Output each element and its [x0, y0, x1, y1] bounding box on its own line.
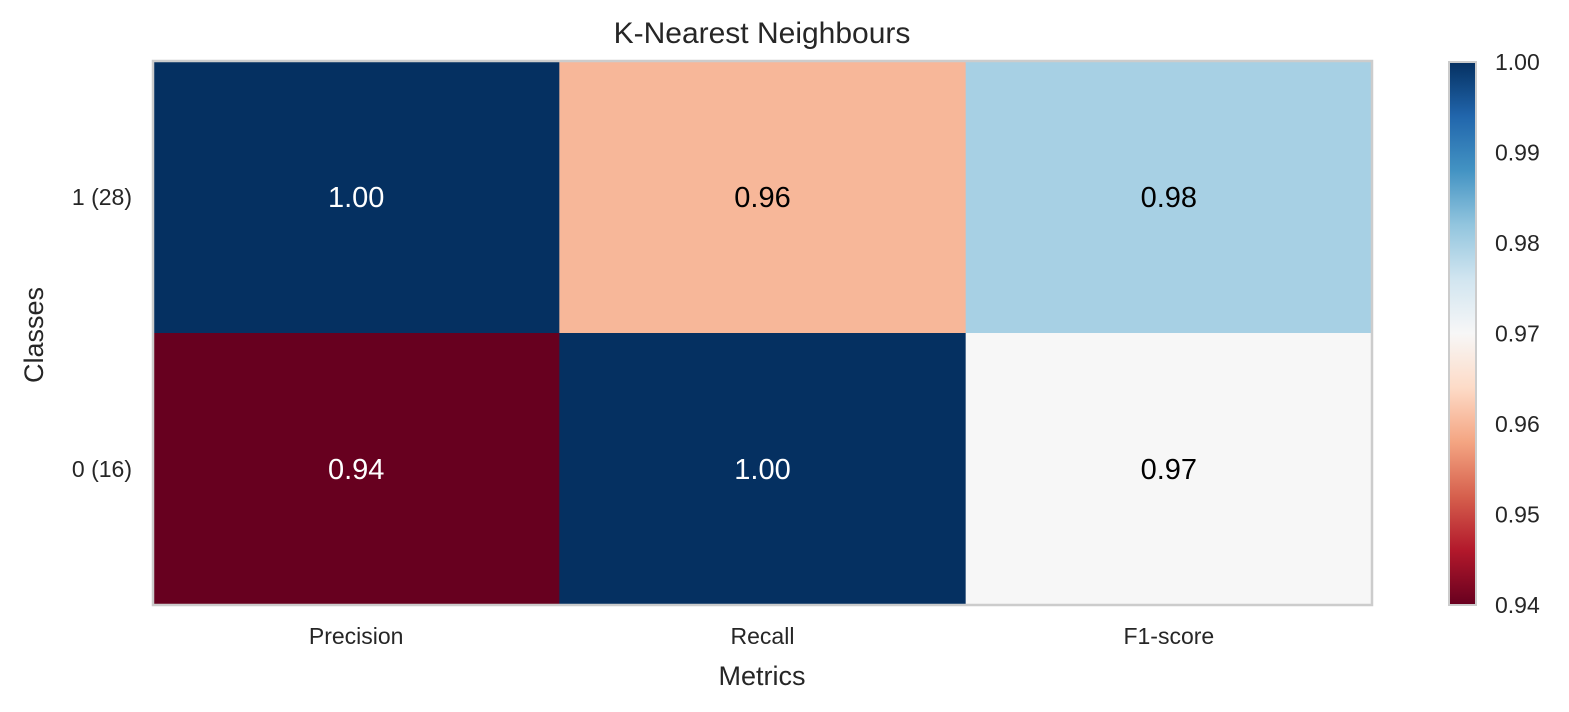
- heatmap-cells: [153, 61, 1373, 606]
- colorbar-tick-labels: 0.94 0.95 0.96 0.97 0.98 0.99 1.00: [1495, 49, 1540, 618]
- cell-value-label: 1.00: [328, 182, 384, 214]
- colorbar-tick-label: 1.00: [1495, 49, 1540, 75]
- plot-frame: [151, 59, 1374, 607]
- y-tick-label: 1 (28): [72, 184, 132, 210]
- heatmap-cell: [965, 333, 1373, 606]
- cell-value-label: 0.98: [1141, 182, 1197, 214]
- heatmap-cell: [965, 61, 1373, 334]
- colorbar-tick-label: 0.97: [1495, 321, 1540, 347]
- x-axis-label: Metrics: [719, 661, 806, 691]
- heatmap-cell: [559, 333, 967, 606]
- colorbar-tick-label: 0.98: [1495, 230, 1540, 256]
- colorbar-tick-label: 0.99: [1495, 140, 1540, 166]
- colorbar-tick-label: 0.94: [1495, 592, 1540, 618]
- x-tick-labels: Precision Recall F1-score: [309, 623, 1214, 649]
- y-tick-labels: 1 (28) 0 (16): [72, 184, 132, 482]
- cell-value-label: 0.96: [734, 182, 790, 214]
- y-tick-label: 0 (16): [72, 456, 132, 482]
- heatmap-cell: [559, 61, 967, 334]
- x-tick-label: Recall: [731, 623, 795, 649]
- colorbar: [1448, 61, 1477, 606]
- heatmap-cell: [153, 333, 560, 606]
- colorbar-tick-label: 0.95: [1495, 502, 1540, 528]
- cell-value-label: 1.00: [734, 454, 790, 486]
- y-axis-label: Classes: [19, 287, 49, 383]
- cell-value-label: 0.97: [1141, 454, 1197, 486]
- x-tick-label: F1-score: [1123, 623, 1214, 649]
- heatmap-cell: [153, 61, 560, 334]
- x-tick-label: Precision: [309, 623, 404, 649]
- heatmap-cell-labels: 1.00 0.96 0.98 0.94 1.00 0.97: [328, 182, 1197, 486]
- colorbar-tick-label: 0.96: [1495, 411, 1540, 437]
- chart-title: K-Nearest Neighbours: [614, 17, 911, 50]
- cell-value-label: 0.94: [328, 454, 384, 486]
